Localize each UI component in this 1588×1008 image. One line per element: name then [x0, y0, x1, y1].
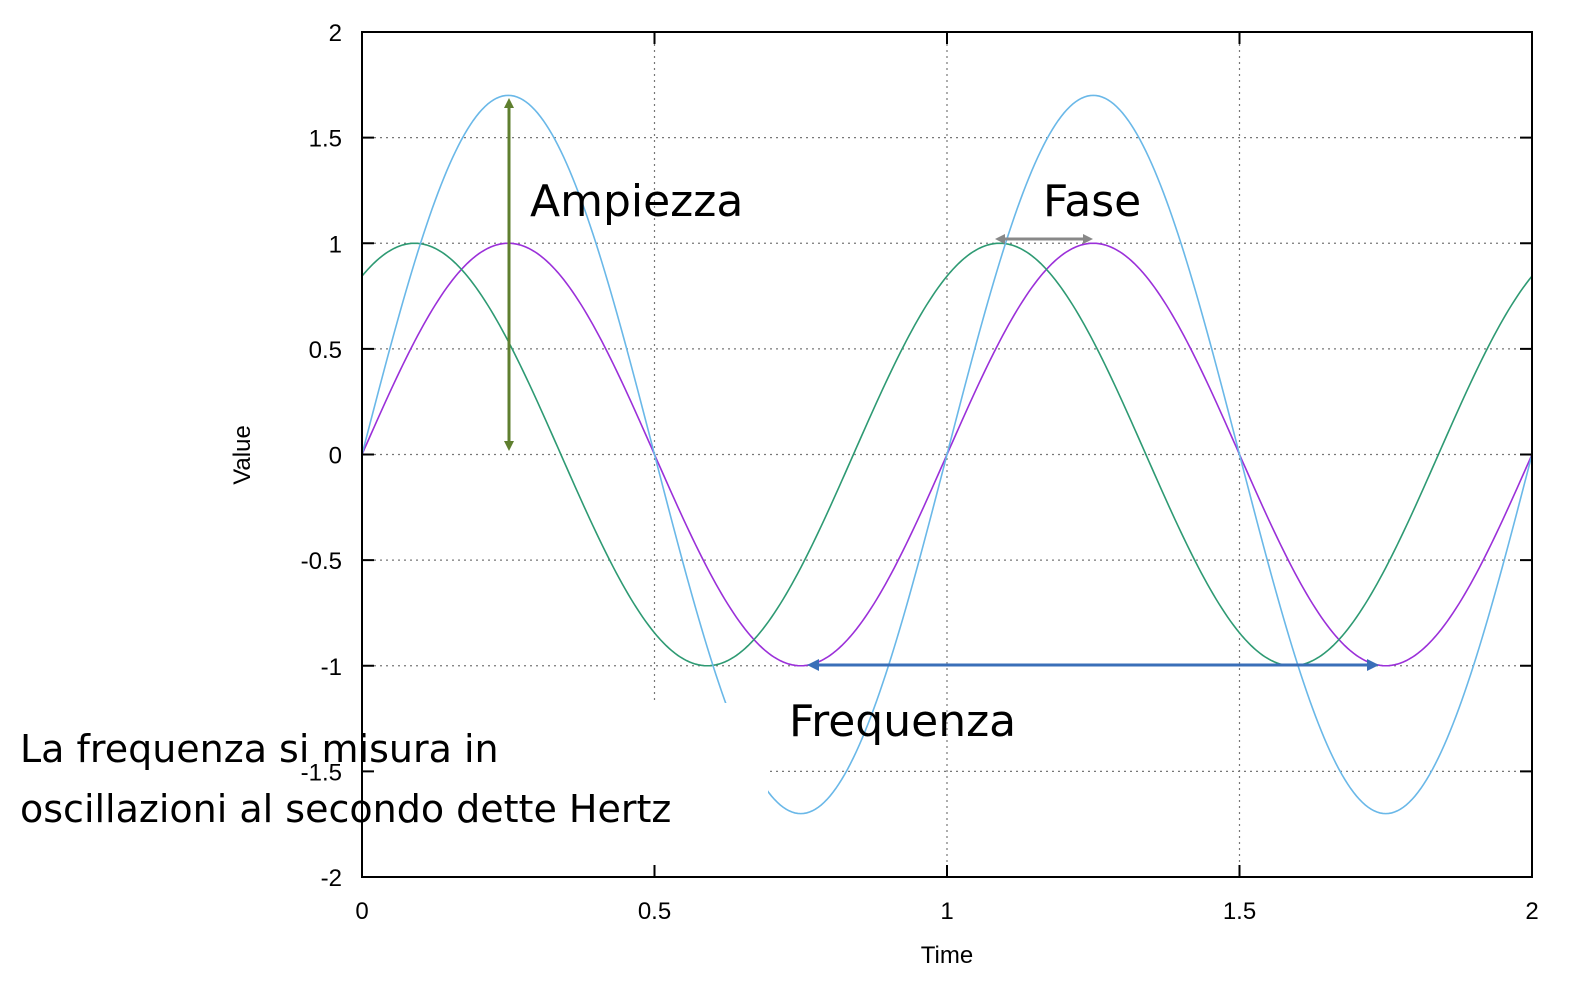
y-tick-label: 2: [329, 20, 342, 47]
y-tick-label: 0: [329, 443, 342, 470]
series-line-2: [362, 242, 1532, 667]
y-tick-label: 1.5: [309, 126, 342, 153]
caption-background: [0, 703, 768, 873]
x-tick-label: 2: [1525, 898, 1538, 925]
x-tick-label: 1.5: [1223, 898, 1256, 925]
caption-line-2: oscillazioni al secondo dette Hertz: [20, 787, 671, 831]
ampiezza-label: Ampiezza: [530, 176, 743, 227]
x-tick-label: 1: [940, 898, 953, 925]
tick-layer: -2 -1.5 -1 -0.5 0 0.5 1 1.5 2 0 0.5 1 1.5 2: [301, 20, 1539, 925]
y-tick-label: 1: [329, 231, 342, 258]
y-tick-label: -0.5: [301, 548, 342, 575]
y-axis-title: Value: [229, 425, 256, 485]
series-line-3: [362, 94, 1532, 815]
x-axis-title: Time: [921, 942, 973, 969]
y-tick-label: 0.5: [309, 337, 342, 364]
frequenza-label: Frequenza: [789, 696, 1016, 747]
x-tick-label: 0.5: [638, 898, 671, 925]
caption-line-1: La frequenza si misura in: [20, 727, 499, 771]
x-tick-label: 0: [355, 898, 368, 925]
y-tick-label: -1: [321, 654, 342, 681]
y-tick-label: -1.5: [301, 759, 342, 786]
y-tick-label: -2: [321, 865, 342, 892]
fase-label: Fase: [1043, 176, 1141, 227]
series-layer: [362, 94, 1532, 815]
